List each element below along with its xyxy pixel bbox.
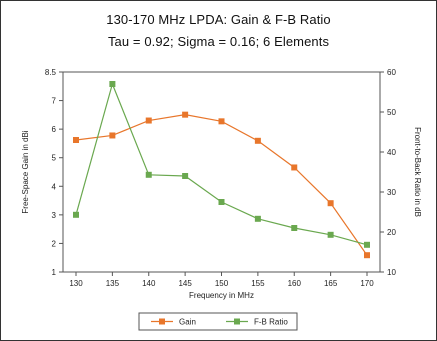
y-axis-label-left: Free-Space Gain in dBi [21, 130, 30, 213]
left-tick-label: 7 [52, 97, 57, 106]
series-2-point [109, 81, 116, 87]
chart-subtitle: Tau = 0.92; Sigma = 0.16; 6 Elements [107, 34, 330, 49]
x-tick-label: 130 [69, 279, 83, 288]
x-tick-label: 160 [288, 279, 302, 288]
chart-title: 130-170 MHz LPDA: Gain & F-B Ratio [106, 12, 331, 27]
x-tick-label: 150 [215, 279, 229, 288]
x-tick-label: 170 [360, 279, 374, 288]
left-tick-label: 2 [52, 239, 57, 248]
x-tick-label: 145 [178, 279, 192, 288]
series-2-point [291, 225, 298, 231]
series-1-point [291, 164, 298, 171]
x-tick-label: 165 [324, 279, 338, 288]
right-tick-label: 10 [387, 268, 396, 277]
legend-marker-2 [234, 318, 240, 325]
series-1-point [218, 118, 225, 125]
series-1-point [364, 252, 370, 259]
left-tick-label: 5 [52, 154, 57, 163]
right-tick-label: 40 [387, 148, 396, 157]
series-1-point [254, 137, 261, 144]
plot-border [62, 71, 381, 273]
x-tick-label: 155 [251, 279, 265, 288]
x-axis-label: Frequency in MHz [189, 291, 254, 300]
right-tick-label: 20 [387, 228, 396, 237]
y-axis-label-right: Front-to-Back Ratio in dB [413, 127, 422, 217]
x-tick-label: 135 [106, 279, 120, 288]
left-tick-label: 1 [52, 268, 57, 277]
series-2-point [254, 215, 261, 222]
series-1-point [145, 117, 152, 124]
legend-label-1: Gain [179, 318, 196, 327]
series-2-point [73, 211, 79, 218]
series-2-point [145, 171, 152, 178]
legend-marker-1 [159, 318, 165, 325]
series-2-point [182, 173, 189, 179]
right-tick-label: 30 [387, 188, 396, 197]
x-tick-label: 140 [142, 279, 156, 288]
right-tick-label: 60 [387, 68, 396, 77]
legend-box [138, 312, 298, 331]
series-2-point [218, 199, 225, 205]
right-tick-label: 50 [387, 108, 396, 117]
legend-label-2: F-B Ratio [254, 318, 288, 327]
series-1-point [109, 132, 116, 139]
series-1-point [182, 111, 189, 118]
left-tick-label: 4 [52, 182, 57, 191]
left-tick-label: 6 [52, 125, 57, 134]
left-tick-label: 3 [52, 211, 57, 220]
series-2-point [327, 231, 334, 238]
series-1-point [73, 137, 79, 143]
left-tick-label: 8.5 [45, 68, 57, 77]
series-1-point [327, 200, 334, 207]
series-2-point [364, 241, 370, 248]
